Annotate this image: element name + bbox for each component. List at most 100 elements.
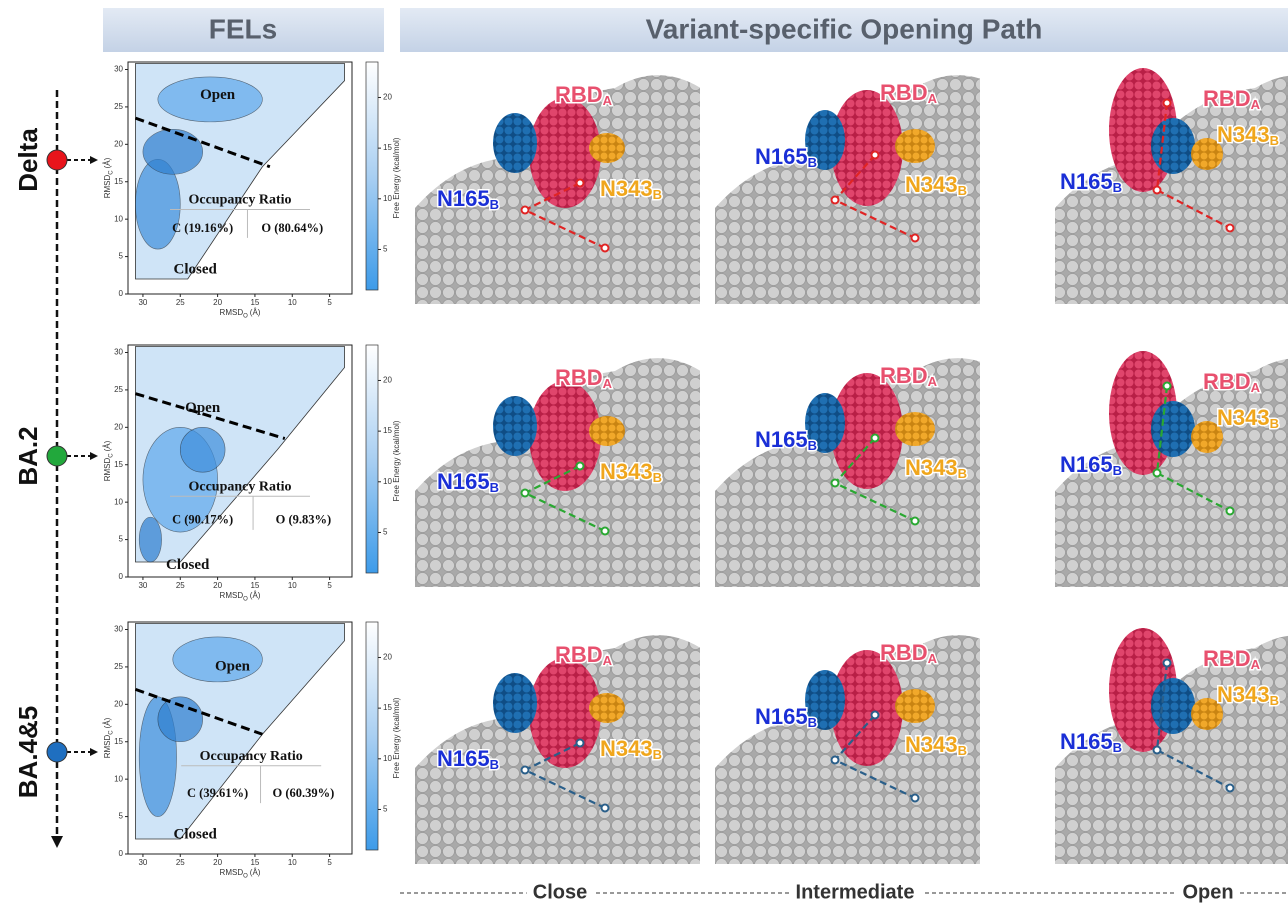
n165-label-main: N165 (437, 186, 490, 211)
colorbar (366, 622, 378, 850)
n165-label-sub: B (1113, 740, 1122, 755)
region-label: Open (185, 400, 221, 416)
rbd-label: RBDA (555, 365, 613, 391)
header-fels: FELs (209, 13, 277, 44)
path-node (602, 528, 609, 535)
n343-label-main: N343 (1217, 122, 1270, 147)
stage-label: Open (1182, 881, 1233, 903)
n165-label-main: N165 (437, 746, 490, 771)
y-tick-label: 30 (114, 625, 123, 634)
occupancy-title: Occupancy Ratio (188, 193, 291, 208)
n343-label-sub: B (1270, 133, 1279, 148)
rbd-label-sub: A (1251, 97, 1261, 112)
y-tick-label: 5 (119, 812, 124, 821)
x-tick-label: 15 (250, 858, 259, 867)
rbd-label-sub: A (603, 376, 613, 391)
n165-glycan (1151, 401, 1195, 457)
x-tick-label: 30 (138, 298, 147, 307)
n165-glycan (1151, 118, 1195, 174)
rbd-label-sub: A (603, 93, 613, 108)
y-tick-label: 30 (114, 65, 123, 74)
energy-basin (139, 517, 161, 562)
x-tick-label: 10 (288, 858, 297, 867)
region-label: Closed (166, 557, 210, 573)
variant-marker (47, 742, 67, 762)
n343-label-main: N343 (905, 732, 958, 757)
n165-glycan (493, 396, 537, 456)
path-node (912, 795, 919, 802)
x-axis-label-main: RMSD (220, 868, 244, 877)
path-node (872, 435, 879, 442)
x-tick-label: 20 (213, 298, 222, 307)
n343-label-sub: B (653, 470, 662, 485)
rbd-label-main: RBD (880, 640, 928, 665)
n165-label-main: N165 (1060, 452, 1113, 477)
rbd-label-main: RBD (1203, 646, 1251, 671)
occupancy-title: Occupancy Ratio (200, 749, 303, 764)
path-node (577, 180, 584, 187)
occupancy-open: O (9.83%) (276, 513, 332, 527)
colorbar-tick-label: 20 (383, 376, 392, 385)
x-axis-label-unit: (Å) (250, 591, 261, 600)
n165-label-sub: B (808, 155, 817, 170)
structure-panel: RBDAN165BN343B (1055, 68, 1288, 304)
colorbar-tick-label: 5 (383, 805, 388, 814)
path-node (1164, 660, 1171, 667)
x-tick-label: 30 (138, 581, 147, 590)
colorbar (366, 345, 378, 573)
structure-panel: RBDAN165BN343B (415, 635, 715, 864)
rbd-label-main: RBD (555, 82, 603, 107)
path-node (832, 757, 839, 764)
x-axis-label-main: RMSD (220, 308, 244, 317)
rbd-label-main: RBD (555, 365, 603, 390)
occupancy-closed: C (90.17%) (172, 513, 233, 527)
path-node (577, 463, 584, 470)
n343-label-main: N343 (1217, 682, 1270, 707)
path-node (832, 197, 839, 204)
n165-label-main: N165 (755, 704, 808, 729)
occupancy-open: O (60.39%) (273, 786, 335, 800)
n165-label-main: N165 (755, 427, 808, 452)
rbd-label-sub: A (928, 651, 938, 666)
rbd-label-sub: A (928, 91, 938, 106)
x-axis-label-sub: O (243, 596, 248, 602)
n343-label-sub: B (958, 183, 967, 198)
n165-glycan (493, 673, 537, 733)
variant-label: Delta (13, 128, 43, 192)
n343-label-sub: B (1270, 416, 1279, 431)
y-tick-label: 5 (119, 535, 124, 544)
y-tick-label: 10 (114, 774, 123, 783)
rbd-label-sub: A (603, 653, 613, 668)
y-tick-label: 15 (114, 737, 123, 746)
y-tick-label: 30 (114, 348, 123, 357)
n343-label-sub: B (1270, 693, 1279, 708)
occupancy-title: Occupancy Ratio (188, 479, 291, 494)
n165-label-main: N165 (1060, 169, 1113, 194)
y-tick-label: 0 (119, 289, 124, 298)
x-axis-label: RMSDO(Å) (220, 591, 261, 602)
n343-label-main: N343 (600, 736, 653, 761)
path-node (522, 767, 529, 774)
path-node (1227, 785, 1234, 792)
path-node (1154, 470, 1161, 477)
colorbar-tick-label: 15 (383, 426, 392, 435)
n165-label-sub: B (1113, 463, 1122, 478)
occupancy-closed: C (39.61%) (187, 786, 248, 800)
colorbar-label: Free Energy (kcal/mol) (392, 420, 401, 501)
y-tick-label: 25 (114, 102, 123, 111)
x-tick-label: 25 (176, 581, 185, 590)
n343-label-sub: B (653, 187, 662, 202)
structure-panel: RBDAN165BN343B (715, 635, 1015, 864)
y-tick-label: 10 (114, 214, 123, 223)
n343-label-main: N343 (600, 459, 653, 484)
x-tick-label: 10 (288, 298, 297, 307)
occupancy-closed: C (19.16%) (172, 221, 233, 235)
colorbar-tick-label: 5 (383, 528, 388, 537)
y-axis-label-sub: C (108, 170, 114, 175)
x-axis-label-unit: (Å) (250, 308, 261, 317)
x-tick-label: 5 (327, 298, 332, 307)
y-tick-label: 15 (114, 177, 123, 186)
n343-glycan (589, 416, 625, 446)
